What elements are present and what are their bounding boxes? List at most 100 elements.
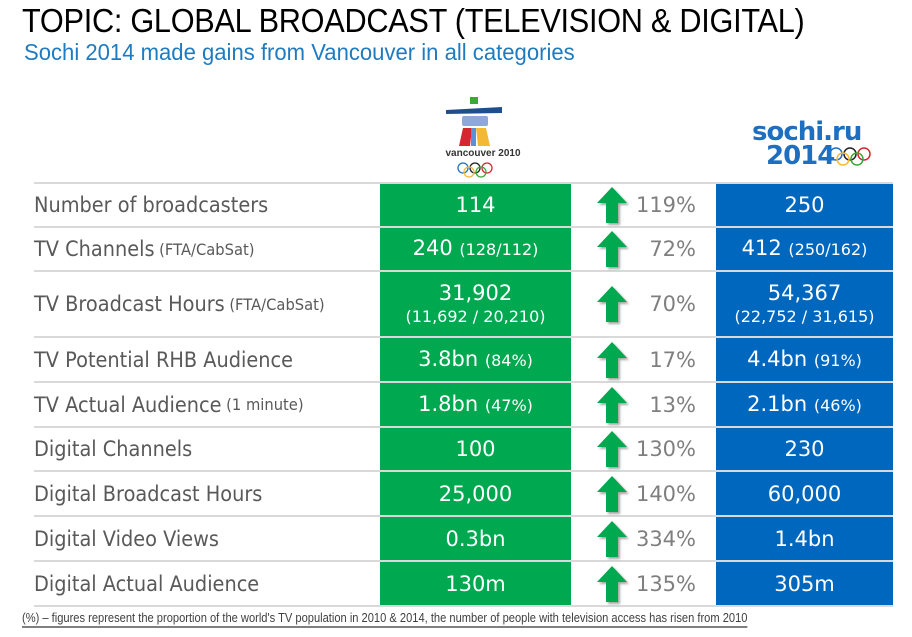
change-percent: 140% (635, 481, 696, 506)
sochi-value-cell: 230 (716, 428, 893, 470)
change-cell: 135% (571, 562, 716, 605)
up-arrow-icon (597, 231, 627, 267)
up-arrow-icon (597, 520, 627, 557)
up-arrow-icon (597, 386, 627, 423)
sochi-value: 2.1bn (747, 391, 808, 416)
vancouver-value-detail: (84%) (484, 350, 533, 370)
sochi-value: 412 (741, 236, 782, 260)
sochi-value-cell: 54,367 (22,752 / 31,615) (716, 272, 893, 336)
vancouver-value: 114 (455, 193, 496, 217)
change-percent: 130% (635, 437, 696, 461)
row-label-qualifier: (FTA/CabSat) (229, 294, 325, 314)
row-label: TV Channels (FTA/CabSat) (34, 228, 254, 270)
up-arrow-icon (597, 475, 627, 512)
row-label-text: Digital Broadcast Hours (34, 481, 263, 506)
olympic-rings-icon (457, 162, 493, 178)
sochi-value-detail: (91%) (813, 350, 862, 370)
vancouver-value-cell: 240 (128/112) (380, 228, 571, 270)
change-cell: 130% (571, 428, 716, 470)
page-subtitle: Sochi 2014 made gains from Vancouver in … (24, 39, 575, 65)
sochi-value: 4.4bn (747, 346, 808, 371)
vancouver-value-cell: 100 (380, 428, 571, 470)
table-top-divider (34, 182, 893, 184)
table-row: Digital Video Views 0.3bn 334% 1.4bn (34, 517, 893, 562)
sochi-value-cell: 2.1bn (46%) (716, 383, 893, 426)
up-arrow-icon (597, 187, 627, 223)
sochi-value: 54,367 (767, 281, 842, 305)
row-label: TV Potential RHB Audience (34, 338, 293, 381)
row-label-qualifier: (FTA/CabSat) (159, 239, 255, 259)
row-label-text: TV Broadcast Hours (34, 292, 225, 316)
vancouver-value: 100 (455, 437, 496, 461)
sochi-value-cell: 60,000 (716, 472, 893, 515)
olympic-rings-icon (829, 147, 871, 166)
change-percent: 334% (635, 526, 696, 551)
up-arrow-icon (597, 341, 627, 378)
vancouver-2010-logo: vancouver 2010 (432, 94, 532, 184)
vancouver-value-cell: 0.3bn (380, 517, 571, 560)
change-cell: 334% (571, 517, 716, 560)
change-percent: 17% (649, 347, 696, 372)
row-label-text: Digital Channels (34, 437, 193, 461)
vancouver-value-cell: 130m (380, 562, 571, 605)
sochi-value-detail: (22,752 / 31,615) (734, 307, 875, 326)
change-cell: 13% (571, 383, 716, 426)
row-label: Digital Video Views (34, 517, 219, 560)
vancouver-value-cell: 3.8bn (84%) (380, 338, 571, 381)
change-percent: 72% (649, 237, 696, 261)
row-label-text: Digital Actual Audience (34, 571, 260, 596)
up-arrow-icon (597, 565, 627, 602)
sochi-value-cell: 412 (250/162) (716, 228, 893, 270)
vancouver-value-cell: 31,902 (11,692 / 20,210) (380, 272, 571, 336)
row-label-text: TV Channels (34, 237, 155, 261)
sochi-value: 60,000 (767, 481, 842, 506)
change-cell: 140% (571, 472, 716, 515)
change-cell: 17% (571, 338, 716, 381)
sochi-logo-text: sochi.ru (752, 117, 862, 147)
page-title: TOPIC: GLOBAL BROADCAST (TELEVISION & DI… (22, 2, 805, 39)
sochi-value: 230 (784, 437, 825, 461)
sochi-value: 1.4bn (774, 526, 835, 551)
sochi-value-detail: (46%) (813, 395, 862, 415)
row-label: Digital Actual Audience (34, 562, 259, 605)
row-label-text: Digital Video Views (34, 526, 219, 551)
table-row: TV Channels (FTA/CabSat) 240 (128/112) 72… (34, 228, 893, 272)
sochi-value: 305m (774, 571, 835, 596)
row-label: TV Broadcast Hours (FTA/CabSat) (34, 272, 325, 336)
vancouver-value: 1.8bn (418, 391, 479, 416)
change-percent: 70% (649, 292, 696, 316)
sochi-value-cell: 250 (716, 184, 893, 226)
vancouver-value: 25,000 (438, 481, 513, 506)
vancouver-value-cell: 114 (380, 184, 571, 226)
sochi-logo-year: 2014 (766, 141, 835, 171)
row-label: TV Actual Audience (1 minute) (34, 383, 304, 426)
sochi-value-cell: 1.4bn (716, 517, 893, 560)
vancouver-value: 0.3bn (445, 526, 506, 551)
vancouver-value-detail: (11,692 / 20,210) (405, 307, 546, 326)
vancouver-value: 130m (445, 571, 506, 596)
row-label-text: TV Actual Audience (34, 392, 222, 417)
vancouver-value-detail: (47%) (484, 395, 533, 415)
row-label-qualifier: (1 minute) (226, 395, 304, 414)
change-percent: 13% (649, 392, 696, 417)
row-label-text: Number of broadcasters (34, 193, 269, 217)
vancouver-logo-text: vancouver 2010 (445, 148, 521, 159)
table-row: Number of broadcasters 114 119% 250 (34, 184, 893, 228)
vancouver-value: 31,902 (438, 281, 513, 305)
sochi-value-detail: (250/162) (788, 240, 868, 259)
up-arrow-icon (597, 431, 627, 467)
vancouver-value: 240 (412, 236, 453, 260)
sochi-value-cell: 305m (716, 562, 893, 605)
change-cell: 70% (571, 272, 716, 336)
change-cell: 119% (571, 184, 716, 226)
table-row: TV Actual Audience (1 minute) 1.8bn (47%)… (34, 383, 893, 428)
up-arrow-icon (597, 286, 627, 322)
table-row: Digital Broadcast Hours 25,000 140% 60,0… (34, 472, 893, 517)
sochi-2014-logo: sochi.ru 2014 (748, 118, 888, 178)
row-label: Digital Broadcast Hours (34, 472, 262, 515)
change-percent: 135% (635, 571, 696, 596)
row-label-text: TV Potential RHB Audience (34, 347, 294, 372)
table-row: TV Potential RHB Audience 3.8bn (84%) 17… (34, 338, 893, 383)
table-row: TV Broadcast Hours (FTA/CabSat) 31,902 (11… (34, 272, 893, 338)
table-row: Digital Actual Audience 130m 135% 305m (34, 562, 893, 607)
